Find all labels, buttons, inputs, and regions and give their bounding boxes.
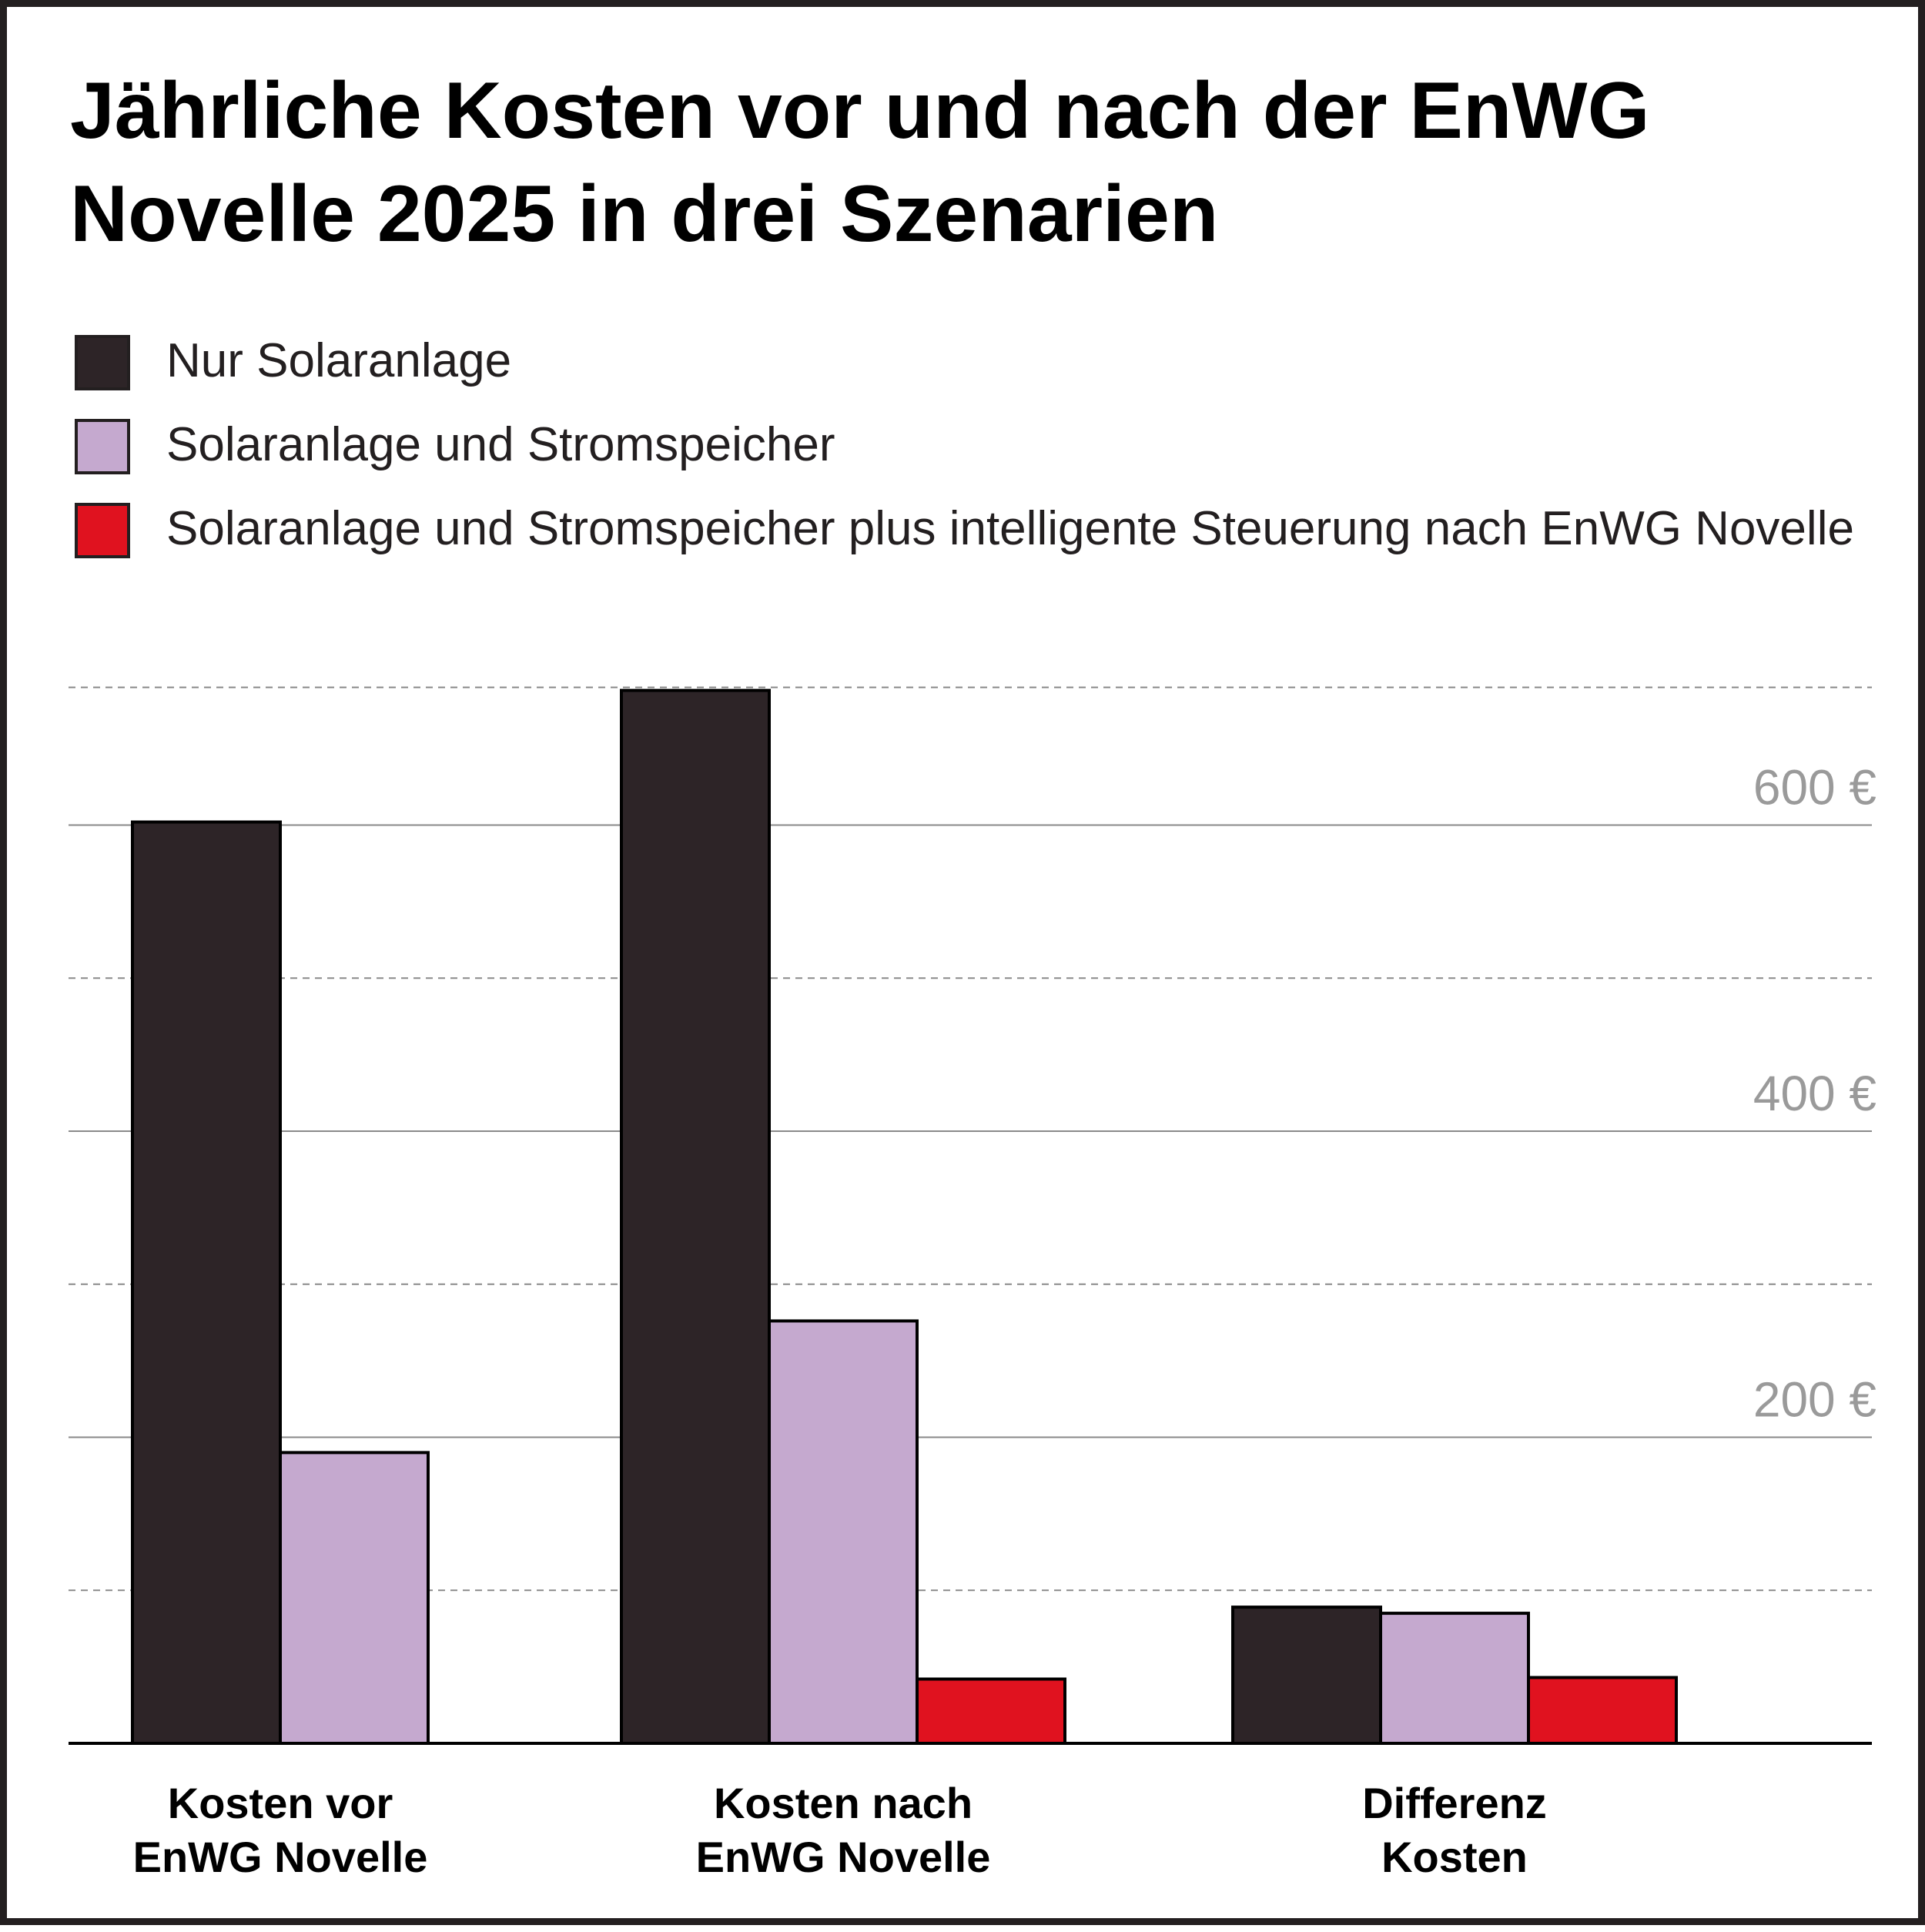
chart-title-line-1: Jährliche Kosten vor und nach der EnWG	[70, 66, 1649, 156]
y-tick-labels: 200 € 400 € 600 €	[1753, 760, 1876, 1428]
bar-series1-cat3	[1231, 1606, 1382, 1746]
category-label-1-line-2: EnWG Novelle	[133, 1833, 428, 1881]
legend-swatch-2	[75, 419, 130, 474]
legend-swatch-1	[75, 335, 130, 390]
category-label-2-line-1: Kosten nach	[714, 1779, 973, 1827]
bar-series3-cat2	[916, 1677, 1066, 1745]
legend-label-2: Solaranlage und Stromspeicher	[166, 418, 835, 471]
bar-chart: Jährliche Kosten vor und nach der EnWG N…	[69, 66, 1876, 1881]
bar-series2-cat2	[768, 1319, 919, 1745]
category-label-3-line-2: Kosten	[1381, 1833, 1528, 1881]
legend-label-1: Nur Solaranlage	[166, 334, 511, 387]
bar-series2-cat1	[279, 1451, 430, 1745]
category-label-3-line-1: Differenz	[1362, 1779, 1547, 1827]
bars	[131, 688, 1678, 1746]
gridlines	[69, 686, 1872, 1592]
bar-series3-cat3	[1527, 1676, 1678, 1746]
legend: Nur Solaranlage Solaranlage und Stromspei…	[75, 334, 1854, 558]
legend-swatch-3	[75, 503, 130, 558]
legend-label-3: Solaranlage und Stromspeicher plus intel…	[166, 502, 1854, 555]
y-tick-label-1: 200 €	[1753, 1372, 1876, 1428]
y-tick-label-3: 600 €	[1753, 760, 1876, 815]
chart-title: Jährliche Kosten vor und nach der EnWG N…	[70, 66, 1649, 259]
category-labels: Kosten vor EnWG Novelle Kosten nach EnWG No…	[133, 1779, 1547, 1881]
y-tick-label-2: 400 €	[1753, 1066, 1876, 1121]
bar-series1-cat1	[131, 820, 282, 1745]
category-label-1-line-1: Kosten vor	[168, 1779, 393, 1827]
bar-series1-cat2	[620, 688, 771, 1745]
category-label-2-line-2: EnWG Novelle	[696, 1833, 991, 1881]
bar-series2-cat3	[1379, 1612, 1530, 1745]
chart-title-line-2: Novelle 2025 in drei Szenarien	[70, 169, 1218, 259]
